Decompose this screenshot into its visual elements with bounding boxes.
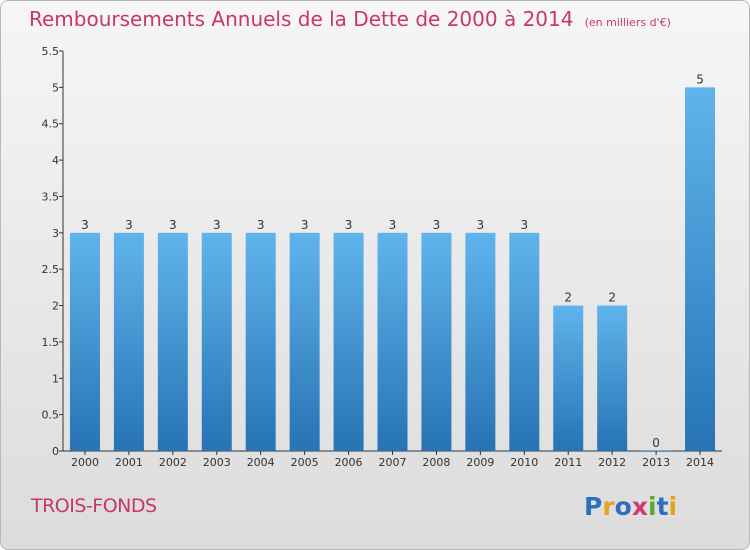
x-tick-label-2012: 2012 <box>598 456 626 469</box>
data-label-2008: 3 <box>433 218 441 232</box>
bar-2011 <box>553 305 584 451</box>
data-label-2001: 3 <box>125 218 133 232</box>
logo-letter: P <box>584 492 603 521</box>
bar-2001 <box>113 232 144 451</box>
logo-letter: o <box>614 492 632 521</box>
data-label-2006: 3 <box>345 218 353 232</box>
x-tick-label-2011: 2011 <box>554 456 582 469</box>
y-tick-label: 1 <box>52 372 59 385</box>
data-label-2010: 3 <box>520 218 528 232</box>
x-tick-label-2006: 2006 <box>335 456 363 469</box>
axes: 0 0.5 1 1.5 2 2.5 3 3.5 4 4.5 5 5.5 2000 2001 2002 2003… <box>42 45 722 469</box>
y-tick-label: 5.5 <box>42 45 60 58</box>
x-tick-label-2009: 2009 <box>466 456 494 469</box>
x-tick-label-2008: 2008 <box>422 456 450 469</box>
logo-letter: i <box>668 492 678 521</box>
y-tick-label: 0 <box>52 445 59 458</box>
bar-2005 <box>289 232 320 451</box>
bar-2008 <box>421 232 452 451</box>
unit-note: (en milliers d'€) <box>584 16 671 29</box>
logo-letter: r <box>602 492 615 521</box>
bar-2004 <box>245 232 276 451</box>
data-label-2005: 3 <box>301 218 309 232</box>
y-tick-label: 2 <box>52 300 59 313</box>
title-block: Remboursements Annuels de la Dette de 20… <box>29 7 671 31</box>
data-label-2003: 3 <box>213 218 221 232</box>
data-label-2014: 5 <box>696 72 704 86</box>
logo-letter: x <box>631 492 648 521</box>
bar-2000 <box>69 232 100 451</box>
y-tick-label: 0.5 <box>42 409 60 422</box>
logo-letter: i <box>648 492 657 521</box>
data-label-2009: 3 <box>477 218 485 232</box>
bar-2010 <box>509 232 540 451</box>
data-label-2011: 2 <box>564 291 572 305</box>
y-tick-label: 2.5 <box>42 263 60 276</box>
data-label-2012: 2 <box>608 291 616 305</box>
proxiti-logo[interactable]: Proxiti <box>584 492 677 521</box>
data-label-2007: 3 <box>389 218 397 232</box>
bar-2002 <box>157 232 188 451</box>
bar-2003 <box>201 232 232 451</box>
x-tick-label-2014: 2014 <box>686 456 714 469</box>
x-tick-label-2002: 2002 <box>159 456 187 469</box>
y-tick-label: 4.5 <box>42 118 60 131</box>
x-tick-label-2005: 2005 <box>291 456 319 469</box>
bar-2012 <box>597 305 628 451</box>
y-tick-label: 1.5 <box>42 336 60 349</box>
bars <box>69 87 716 451</box>
logo-letter: t <box>656 492 669 521</box>
data-label-2004: 3 <box>257 218 265 232</box>
bar-2007 <box>377 232 408 451</box>
x-tick-label-2010: 2010 <box>510 456 538 469</box>
bar-2014 <box>685 87 716 451</box>
data-label-2000: 3 <box>81 218 89 232</box>
commune-name: TROIS-FONDS <box>31 495 157 517</box>
data-label-2002: 3 <box>169 218 177 232</box>
x-tick-label-2013: 2013 <box>642 456 670 469</box>
chart-title: Remboursements Annuels de la Dette de 20… <box>29 7 574 31</box>
y-tick-label: 3 <box>52 227 59 240</box>
y-tick-label: 5 <box>52 81 59 94</box>
bar-2009 <box>465 232 496 451</box>
y-tick-label: 3.5 <box>42 190 60 203</box>
data-label-2013: 0 <box>652 436 660 450</box>
x-tick-label-2003: 2003 <box>203 456 231 469</box>
data-labels: 3 3 3 3 3 3 3 3 3 3 3 2 2 0 5 <box>81 72 704 450</box>
x-tick-label-2000: 2000 <box>71 456 99 469</box>
y-tick-label: 4 <box>52 154 59 167</box>
x-tick-label-2001: 2001 <box>115 456 143 469</box>
bar-2006 <box>333 232 364 451</box>
x-tick-label-2004: 2004 <box>247 456 275 469</box>
x-tick-label-2007: 2007 <box>379 456 407 469</box>
